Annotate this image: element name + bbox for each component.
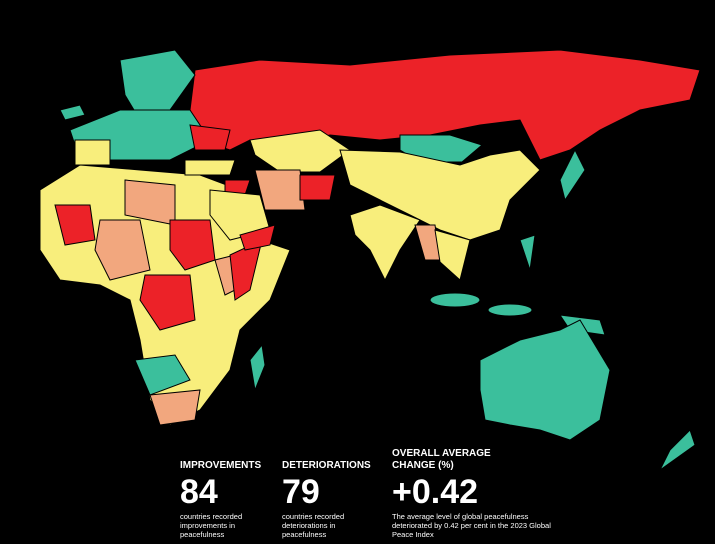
stat-caption: countries recorded improvements in peace… [180,512,243,539]
stat-average-change: OVERALL AVERAGE CHANGE (%) +0.42 The ave… [392,448,572,539]
stat-heading: DETERIORATIONS [282,460,371,471]
stat-caption: The average level of global peacefulness… [392,512,551,539]
stat-value: 79 [282,473,320,511]
stat-value: 84 [180,473,218,511]
stat-value: +0.42 [392,473,479,511]
stat-deteriorations: DETERIORATIONS 79 countries recorded det… [282,460,372,539]
stat-heading: OVERALL AVERAGE CHANGE (%) [392,448,491,471]
stat-caption: countries recorded deteriorations in pea… [282,512,345,539]
stat-heading: IMPROVEMENTS [180,460,262,471]
map-regions [39,49,701,471]
stat-improvements: IMPROVEMENTS 84 countries recorded impro… [180,460,272,539]
